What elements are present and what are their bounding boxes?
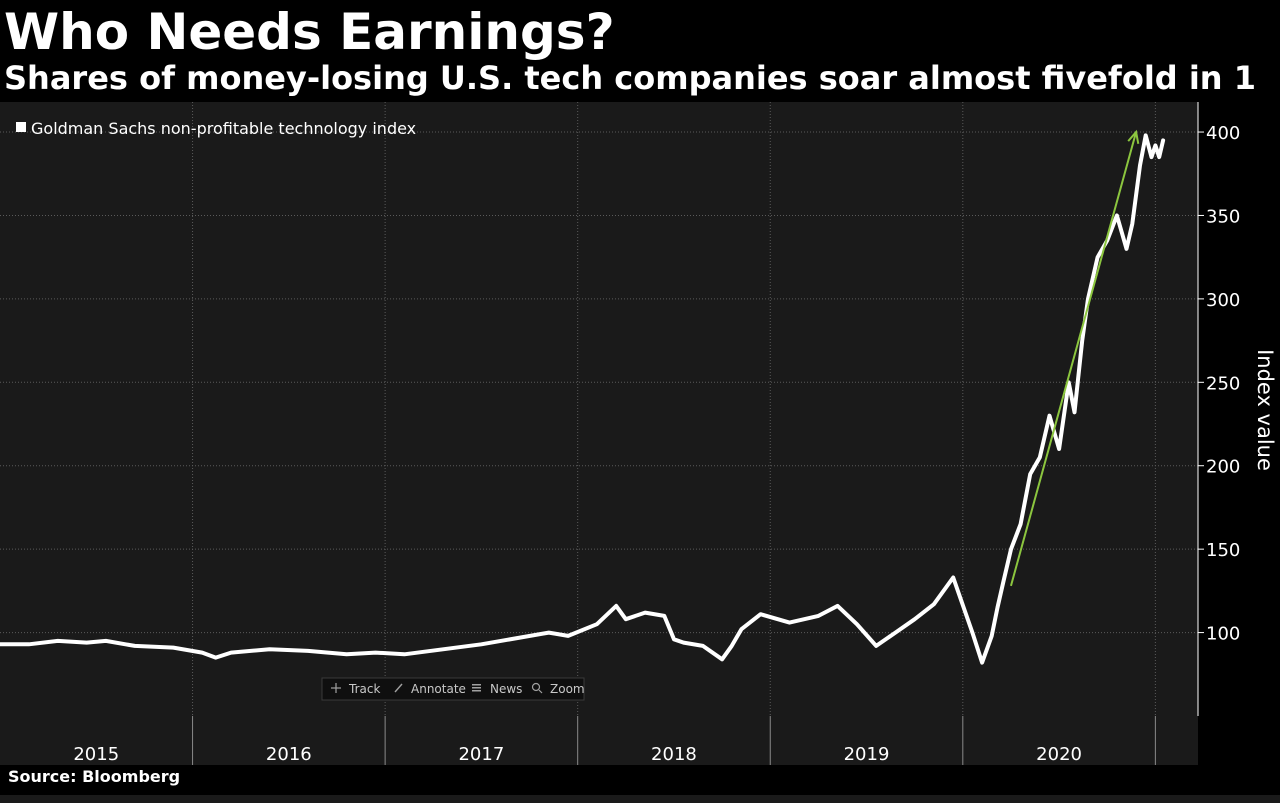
toolbar-label-news: News bbox=[490, 682, 522, 696]
series-layer bbox=[0, 133, 1166, 665]
gridlines bbox=[0, 102, 1198, 716]
legend-label: Goldman Sachs non-profitable technology … bbox=[31, 119, 416, 138]
y-tick-label: 150 bbox=[1206, 540, 1240, 561]
legend: Goldman Sachs non-profitable technology … bbox=[16, 119, 416, 138]
y-tick-label: 250 bbox=[1206, 373, 1240, 394]
x-tick-label: 2016 bbox=[266, 744, 312, 765]
y-axis-label: Index value bbox=[1253, 349, 1277, 471]
trend-arrow-shaft bbox=[1009, 131, 1138, 587]
x-tick-label: 2019 bbox=[844, 744, 890, 765]
track-button[interactable]: Track bbox=[331, 682, 380, 696]
y-tick-label: 100 bbox=[1206, 624, 1240, 645]
y-tick-label: 300 bbox=[1206, 290, 1240, 311]
pencil-icon bbox=[394, 683, 403, 693]
bottom-strip bbox=[0, 795, 1280, 803]
y-tick-label: 200 bbox=[1206, 457, 1240, 478]
chart-subtitle: Shares of money-losing U.S. tech compani… bbox=[4, 59, 1256, 97]
y-tick-label: 400 bbox=[1206, 123, 1240, 144]
toolbar-label-zoom: Zoom bbox=[550, 682, 585, 696]
news-icon bbox=[472, 684, 481, 692]
source-note: Source: Bloomberg bbox=[8, 767, 181, 786]
chart-area: 2015 2016 2017 2018 2019 2020 100 150 200 250 300… bbox=[0, 102, 1277, 765]
x-tick-label: 2018 bbox=[651, 744, 697, 765]
chart-title: Who Needs Earnings? bbox=[4, 3, 615, 61]
legend-swatch bbox=[16, 122, 26, 132]
chart-toolbar: Track Annotate News Zoom bbox=[321, 677, 585, 701]
magnifier-icon bbox=[531, 682, 543, 694]
news-button[interactable]: News bbox=[472, 682, 522, 696]
crosshair-icon bbox=[331, 683, 341, 693]
toolbar-background bbox=[321, 677, 585, 701]
annotate-button[interactable]: Annotate bbox=[394, 682, 466, 696]
y-tick-label: 350 bbox=[1206, 206, 1240, 227]
x-tick-label: 2020 bbox=[1036, 744, 1082, 765]
toolbar-label-track: Track bbox=[348, 682, 380, 696]
trend-arrow-head bbox=[1127, 129, 1140, 144]
x-tick-label: 2015 bbox=[73, 744, 119, 765]
trend-arrow-layer bbox=[1009, 129, 1140, 587]
zoom-button[interactable]: Zoom bbox=[531, 682, 585, 696]
x-axis-band: 2015 2016 2017 2018 2019 2020 bbox=[0, 716, 1198, 765]
plot-background bbox=[0, 102, 1198, 716]
x-tick-label: 2017 bbox=[458, 744, 504, 765]
toolbar-label-annotate: Annotate bbox=[411, 682, 466, 696]
series-line-0 bbox=[0, 133, 1166, 665]
y-axis: 100 150 200 250 300 350 400 bbox=[1197, 102, 1240, 716]
x-axis-band-background bbox=[0, 716, 1198, 765]
